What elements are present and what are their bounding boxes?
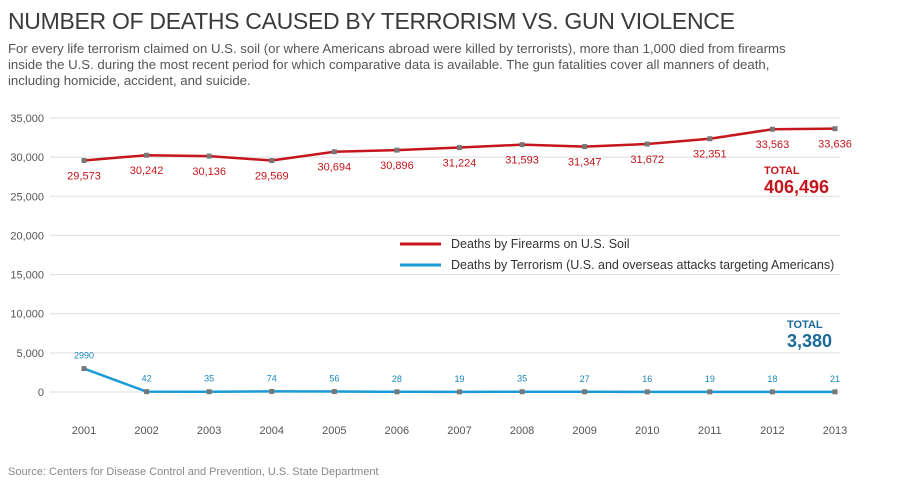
data-point-terrorism: [394, 389, 400, 395]
data-point-firearms: [206, 153, 212, 159]
series-terrorism: 2990 42 35 74 56 28 19 35 27 16 19 18 21: [74, 351, 840, 395]
data-label-terrorism: 56: [329, 374, 339, 384]
data-label-firearms: 31,224: [443, 158, 477, 170]
data-label-firearms: 29,573: [67, 170, 101, 182]
data-label-firearms: 30,242: [130, 165, 164, 177]
total-firearms-value: 406,496: [764, 177, 829, 197]
data-label-firearms: 31,593: [505, 155, 539, 167]
data-point-terrorism: [644, 389, 650, 395]
data-point-firearms: [81, 157, 87, 163]
total-terrorism-label: TOTAL: [787, 319, 823, 331]
data-point-terrorism: [707, 389, 713, 395]
x-tick-label: 2005: [322, 425, 346, 437]
data-label-firearms: 33,636: [818, 139, 852, 151]
data-point-terrorism: [269, 388, 275, 394]
data-point-terrorism: [206, 389, 212, 395]
y-tick-label: 25,000: [10, 191, 44, 203]
data-label-firearms: 30,896: [380, 160, 414, 172]
data-label-terrorism: 19: [454, 374, 464, 384]
y-tick-label: 15,000: [10, 270, 44, 282]
x-tick-label: 2007: [447, 425, 471, 437]
data-label-terrorism: 2990: [74, 351, 94, 361]
y-tick-label: 30,000: [10, 152, 44, 164]
data-label-firearms: 29,569: [255, 171, 289, 183]
chart-title: NUMBER OF DEATHS CAUSED BY TERRORISM VS.…: [8, 8, 735, 34]
data-point-firearms: [707, 136, 713, 142]
data-point-firearms: [644, 141, 650, 147]
data-label-terrorism: 27: [580, 374, 590, 384]
x-tick-label: 2012: [760, 425, 784, 437]
data-point-terrorism: [457, 389, 462, 395]
y-tick-label: 5,000: [16, 348, 44, 360]
data-point-terrorism: [769, 389, 775, 395]
y-tick-label: 0: [38, 387, 44, 399]
total-terrorism-value: 3,380: [787, 331, 832, 351]
series-firearms: 29,573 30,242 30,136 29,569 30,694 30,896 31,2…: [67, 126, 852, 183]
data-point-terrorism: [144, 389, 150, 395]
data-label-terrorism: 35: [204, 374, 214, 384]
legend: Deaths by Firearms on U.S. Soil Deaths b…: [400, 237, 834, 272]
total-firearms-label: TOTAL: [764, 165, 800, 177]
legend-label-terrorism: Deaths by Terrorism (U.S. and overseas a…: [451, 258, 834, 272]
x-tick-label: 2001: [72, 425, 96, 437]
data-label-terrorism: 35: [517, 374, 527, 384]
data-point-firearms: [144, 152, 150, 158]
data-point-terrorism: [582, 389, 588, 395]
data-point-firearms: [394, 147, 400, 153]
data-point-terrorism: [519, 389, 525, 395]
x-tick-label: 2011: [698, 425, 722, 437]
y-tick-label: 20,000: [10, 230, 44, 242]
data-label-terrorism: 18: [767, 374, 777, 384]
x-axis-ticks: 2001 2002 2003 2004 2005 2006 2007 2008 2009 2010…: [72, 425, 847, 437]
data-label-terrorism: 21: [830, 374, 840, 384]
data-label-firearms: 31,347: [568, 157, 602, 169]
data-label-terrorism: 42: [142, 374, 152, 384]
data-label-firearms: 32,351: [693, 149, 727, 161]
total-firearms: TOTAL 406,496: [764, 165, 829, 197]
data-point-terrorism: [331, 389, 337, 395]
data-label-terrorism: 16: [642, 374, 652, 384]
x-tick-label: 2010: [635, 425, 659, 437]
data-point-firearms: [519, 142, 525, 148]
x-tick-label: 2008: [510, 425, 534, 437]
chart-subtitle: For every life terrorism claimed on U.S.…: [8, 41, 786, 88]
data-point-firearms: [331, 149, 337, 155]
x-tick-label: 2004: [260, 425, 284, 437]
data-label-terrorism: 74: [267, 373, 277, 383]
data-label-terrorism: 28: [392, 374, 402, 384]
gridlines: [50, 117, 840, 393]
x-tick-label: 2002: [134, 425, 158, 437]
source-note: Source: Centers for Disease Control and …: [8, 466, 379, 478]
y-axis-ticks: 35,000 30,000 25,000 20,000 15,000 10,000 5,00…: [10, 113, 44, 399]
data-label-firearms: 30,136: [192, 166, 226, 178]
y-tick-label: 35,000: [10, 113, 44, 125]
x-tick-label: 2003: [197, 425, 221, 437]
x-tick-label: 2006: [385, 425, 409, 437]
data-label-firearms: 30,694: [318, 162, 352, 174]
data-label-terrorism: 19: [705, 374, 715, 384]
data-point-terrorism: [832, 389, 838, 395]
data-point-firearms: [269, 158, 275, 164]
data-label-firearms: 33,563: [756, 139, 790, 151]
data-point-firearms: [832, 126, 838, 132]
data-label-firearms: 31,672: [630, 154, 664, 166]
data-point-firearms: [582, 144, 588, 150]
y-tick-label: 10,000: [10, 309, 44, 321]
legend-label-firearms: Deaths by Firearms on U.S. Soil: [451, 237, 630, 251]
data-point-firearms: [769, 126, 775, 132]
data-point-firearms: [457, 145, 462, 151]
total-terrorism: TOTAL 3,380: [787, 319, 832, 351]
x-tick-label: 2009: [572, 425, 596, 437]
x-tick-label: 2013: [823, 425, 847, 437]
data-point-terrorism: [81, 366, 87, 372]
